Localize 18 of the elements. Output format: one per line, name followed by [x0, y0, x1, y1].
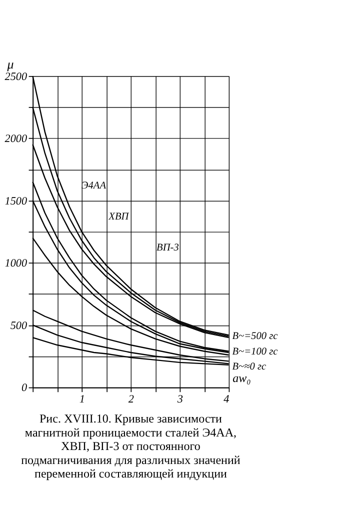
x-tick-label: 4 — [224, 393, 230, 406]
annotation: ВП-3 — [156, 242, 179, 254]
y-tick-label: 2500 — [4, 70, 28, 83]
y-tick-label: 500 — [10, 320, 28, 332]
text: B~≈0 гс — [232, 361, 267, 372]
x-tick-label: 2 — [128, 393, 134, 406]
text: B~=500 гс — [232, 331, 278, 342]
y-tick-label: 1000 — [4, 258, 28, 270]
x-axis-title: aw₀ — [232, 370, 251, 385]
y-axis-title: μ — [6, 58, 14, 72]
y-tick-label: 2000 — [4, 133, 28, 146]
x-tick-label: 1 — [79, 393, 85, 406]
text: Рис. XVIII.10. Кривые зависимости магнитной проницаемости сталей Э4АА, ХВП, ВП-3 от постоянного подмагничивания для различных значений переменной составляющей индукции — [21, 412, 241, 481]
y-tick-label: 1500 — [4, 195, 28, 208]
text: B~=100 гс — [232, 346, 278, 358]
annotation: ХВП — [108, 212, 130, 223]
y-tick-label: 0 — [22, 382, 28, 394]
x-tick-label: 3 — [176, 393, 184, 406]
